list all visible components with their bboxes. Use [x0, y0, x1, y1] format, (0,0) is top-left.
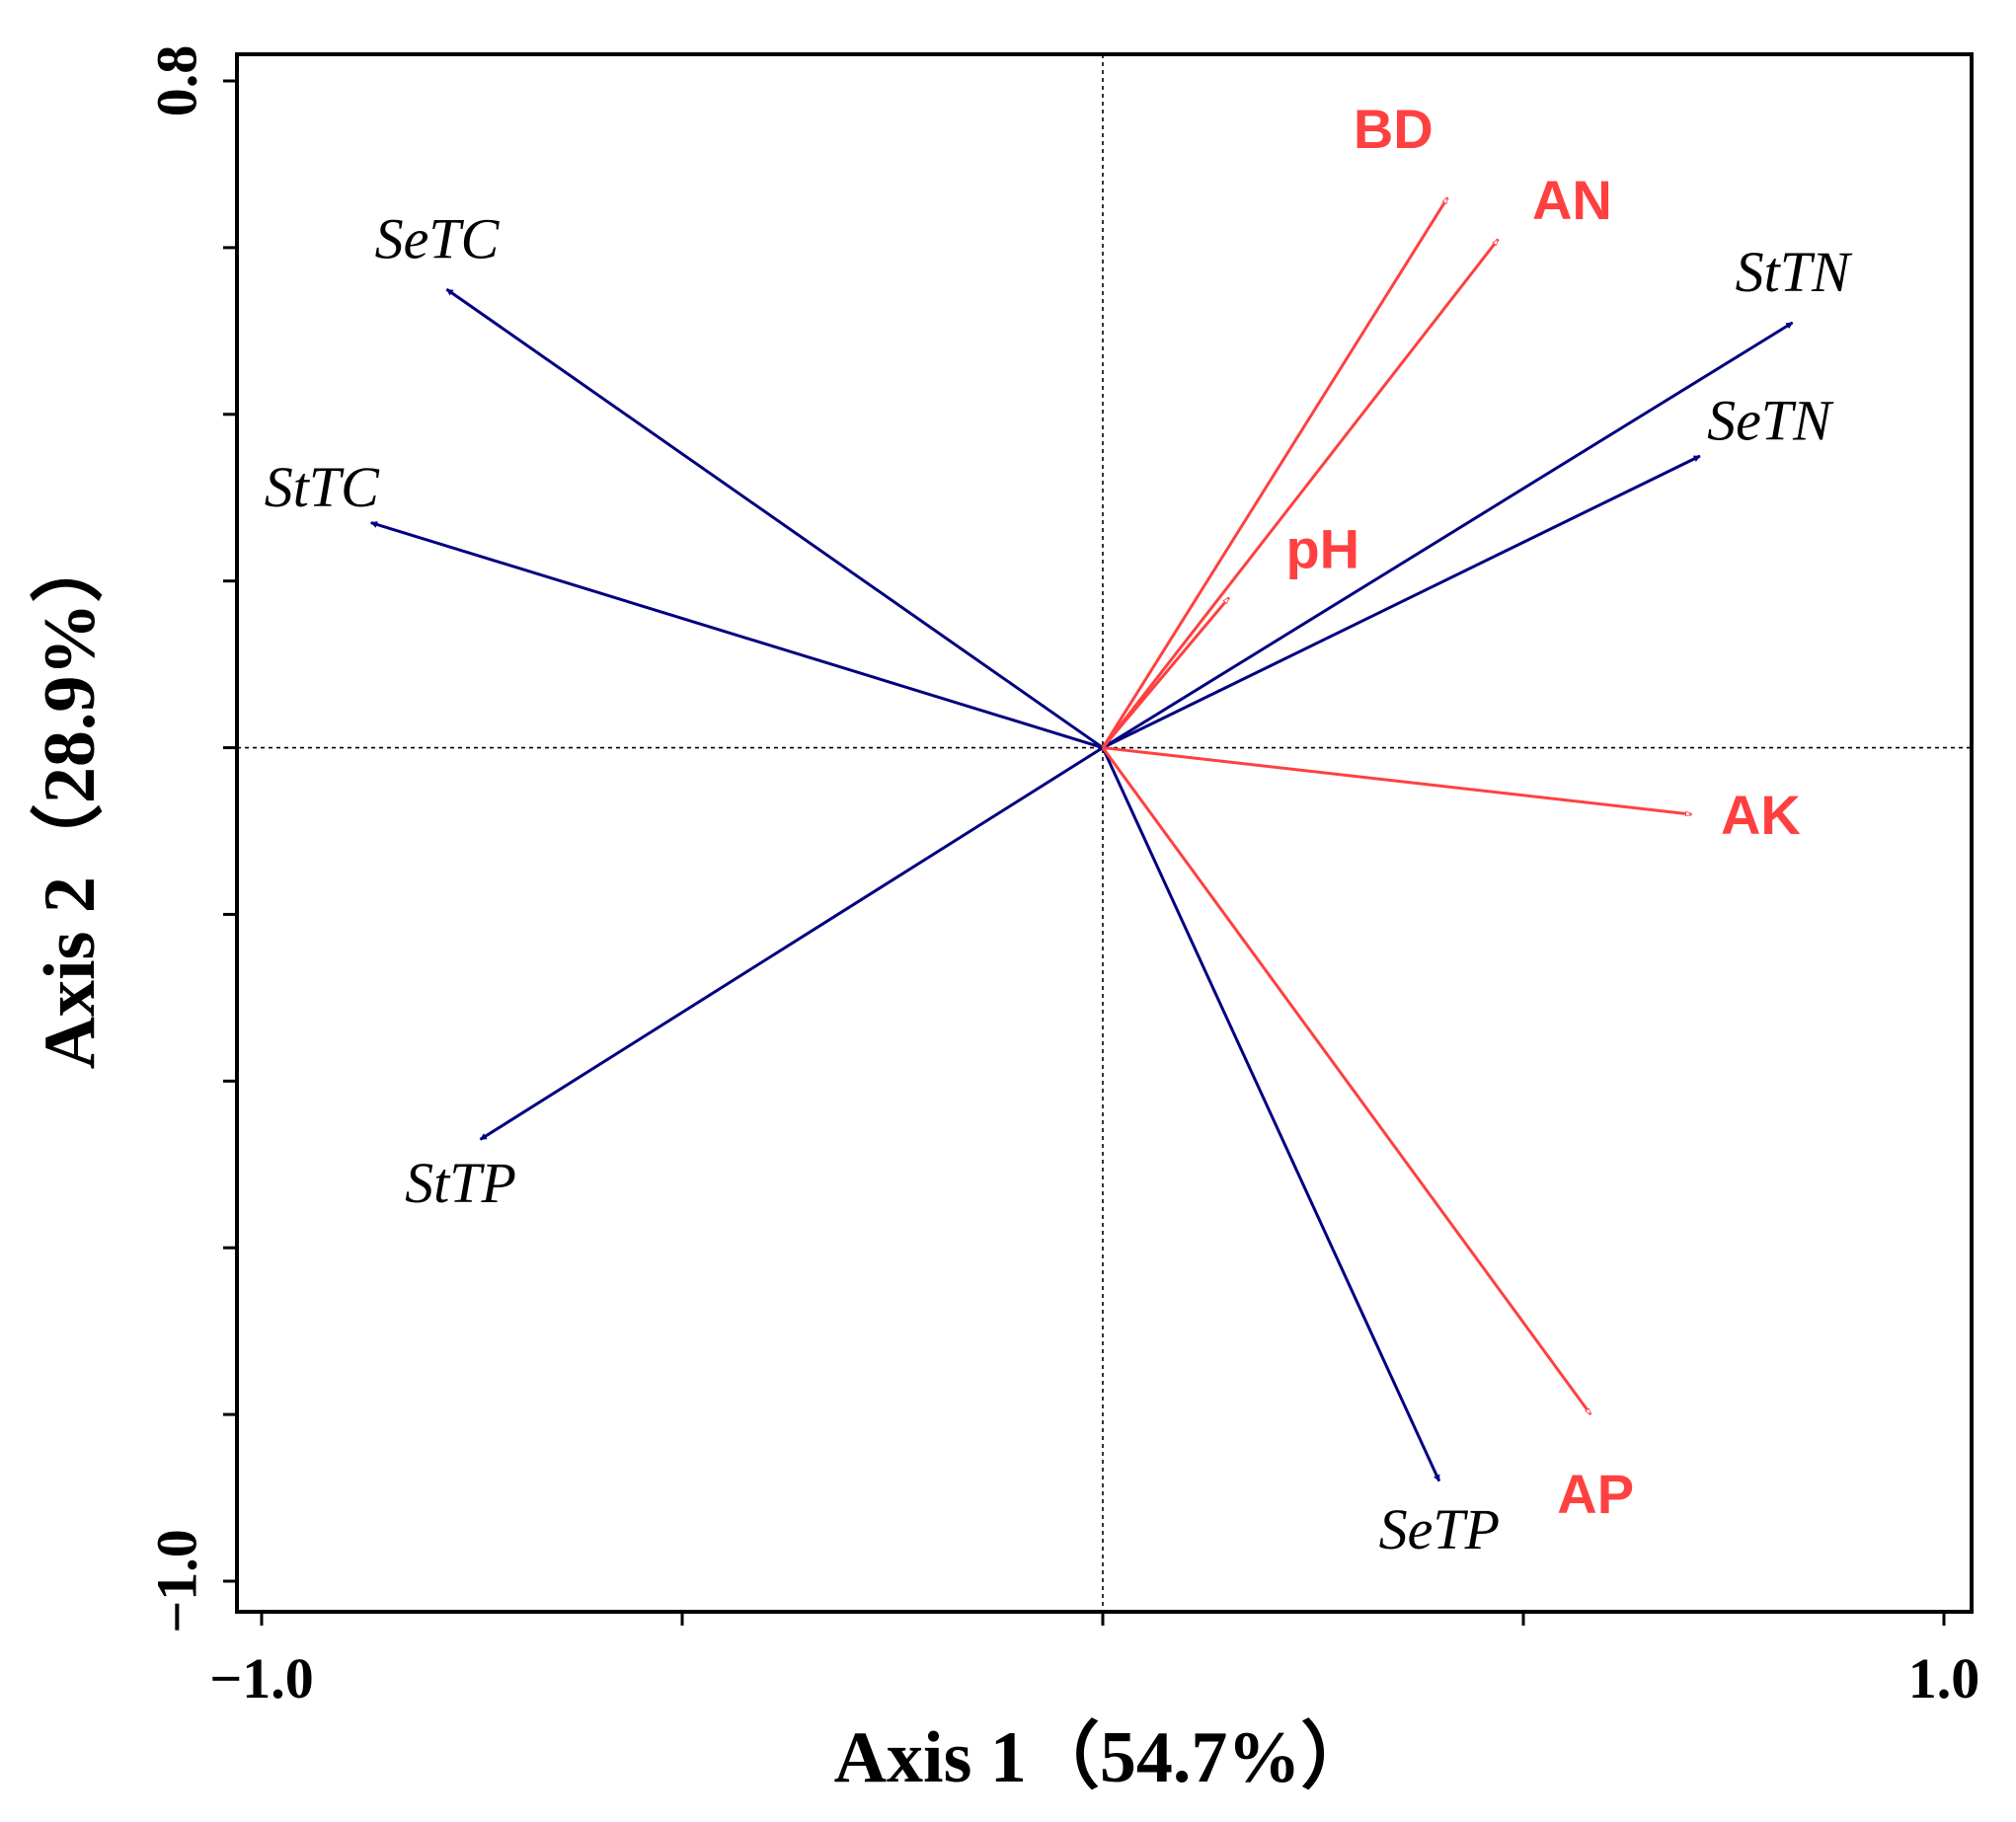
- env-vector-AP: [1101, 746, 1592, 1415]
- species-vector-SeTC: [445, 287, 1104, 749]
- species-vector-StTP: [479, 746, 1104, 1141]
- species-label-StTC: StTC: [265, 455, 380, 519]
- species-label-StTP: StTP: [405, 1151, 516, 1215]
- species-label-SeTC: SeTC: [375, 206, 501, 270]
- x-tick-label-0: −1.0: [209, 1646, 314, 1710]
- env-vector-AN: [1101, 238, 1500, 749]
- species-vector-SeTN: [1102, 454, 1701, 749]
- species-vector-StTC: [370, 521, 1104, 749]
- plot-frame: [235, 52, 1974, 1614]
- species-label-StTN: StTN: [1736, 240, 1853, 304]
- species-label-SeTN: SeTN: [1707, 388, 1834, 452]
- species-vector-StTN: [1102, 321, 1794, 749]
- y-tick-label-0: 0.8: [144, 45, 208, 117]
- axis-tick-labels: −1.0 1.0 0.8 −1.0: [144, 45, 1979, 1710]
- origin-reference-lines: [237, 54, 1972, 1612]
- env-label-AP: AP: [1557, 1463, 1634, 1525]
- species-vector-SeTP: [1101, 746, 1441, 1482]
- axis-ticks: [223, 79, 1946, 1626]
- x-tick-label-1: 1.0: [1908, 1646, 1980, 1710]
- env-vector-BD: [1101, 197, 1449, 749]
- environment-vectors: BD AN pH AK AP: [1101, 98, 1801, 1525]
- species-vectors: SeTC StTC StTP StTN SeTN SeTP: [265, 206, 1853, 1561]
- x-axis-title: Axis 1（54.7%）: [834, 1717, 1374, 1798]
- env-vector-AK: [1102, 746, 1691, 815]
- env-label-BD: BD: [1354, 98, 1434, 160]
- y-axis-title: Axis 2（28.9%）: [30, 530, 111, 1070]
- env-label-pH: pH: [1285, 517, 1359, 579]
- species-label-SeTP: SeTP: [1379, 1497, 1500, 1561]
- env-label-AN: AN: [1532, 169, 1612, 231]
- env-label-AK: AK: [1721, 784, 1801, 846]
- env-vector-pH: [1101, 596, 1230, 749]
- y-tick-label-1: −1.0: [144, 1529, 208, 1633]
